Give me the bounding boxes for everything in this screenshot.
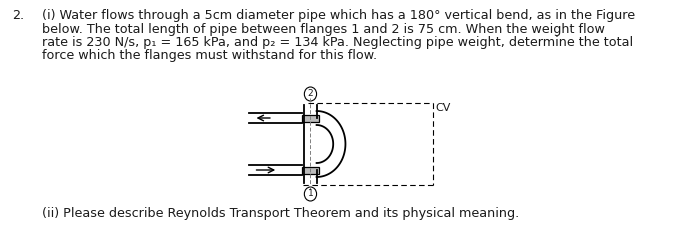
- Text: 2: 2: [307, 90, 314, 99]
- Bar: [302, 166, 319, 173]
- Text: 2.: 2.: [12, 9, 24, 22]
- Text: (ii) Please describe Reynolds Transport Theorem and its physical meaning.: (ii) Please describe Reynolds Transport …: [42, 207, 519, 220]
- Text: below. The total length of pipe between flanges 1 and 2 is 75 cm. When the weigh: below. The total length of pipe between …: [42, 22, 605, 36]
- Circle shape: [304, 87, 316, 101]
- Text: (i) Water flows through a 5cm diameter pipe which has a 180° vertical bend, as i: (i) Water flows through a 5cm diameter p…: [42, 9, 635, 22]
- Bar: [302, 115, 319, 122]
- Text: force which the flanges must withstand for this flow.: force which the flanges must withstand f…: [42, 50, 377, 63]
- Text: 1: 1: [307, 189, 314, 198]
- Text: CV: CV: [435, 103, 451, 113]
- Text: rate is 230 N/s, p₁ = 165 kPa, and p₂ = 134 kPa. Neglecting pipe weight, determi: rate is 230 N/s, p₁ = 165 kPa, and p₂ = …: [42, 36, 633, 49]
- Circle shape: [304, 187, 316, 201]
